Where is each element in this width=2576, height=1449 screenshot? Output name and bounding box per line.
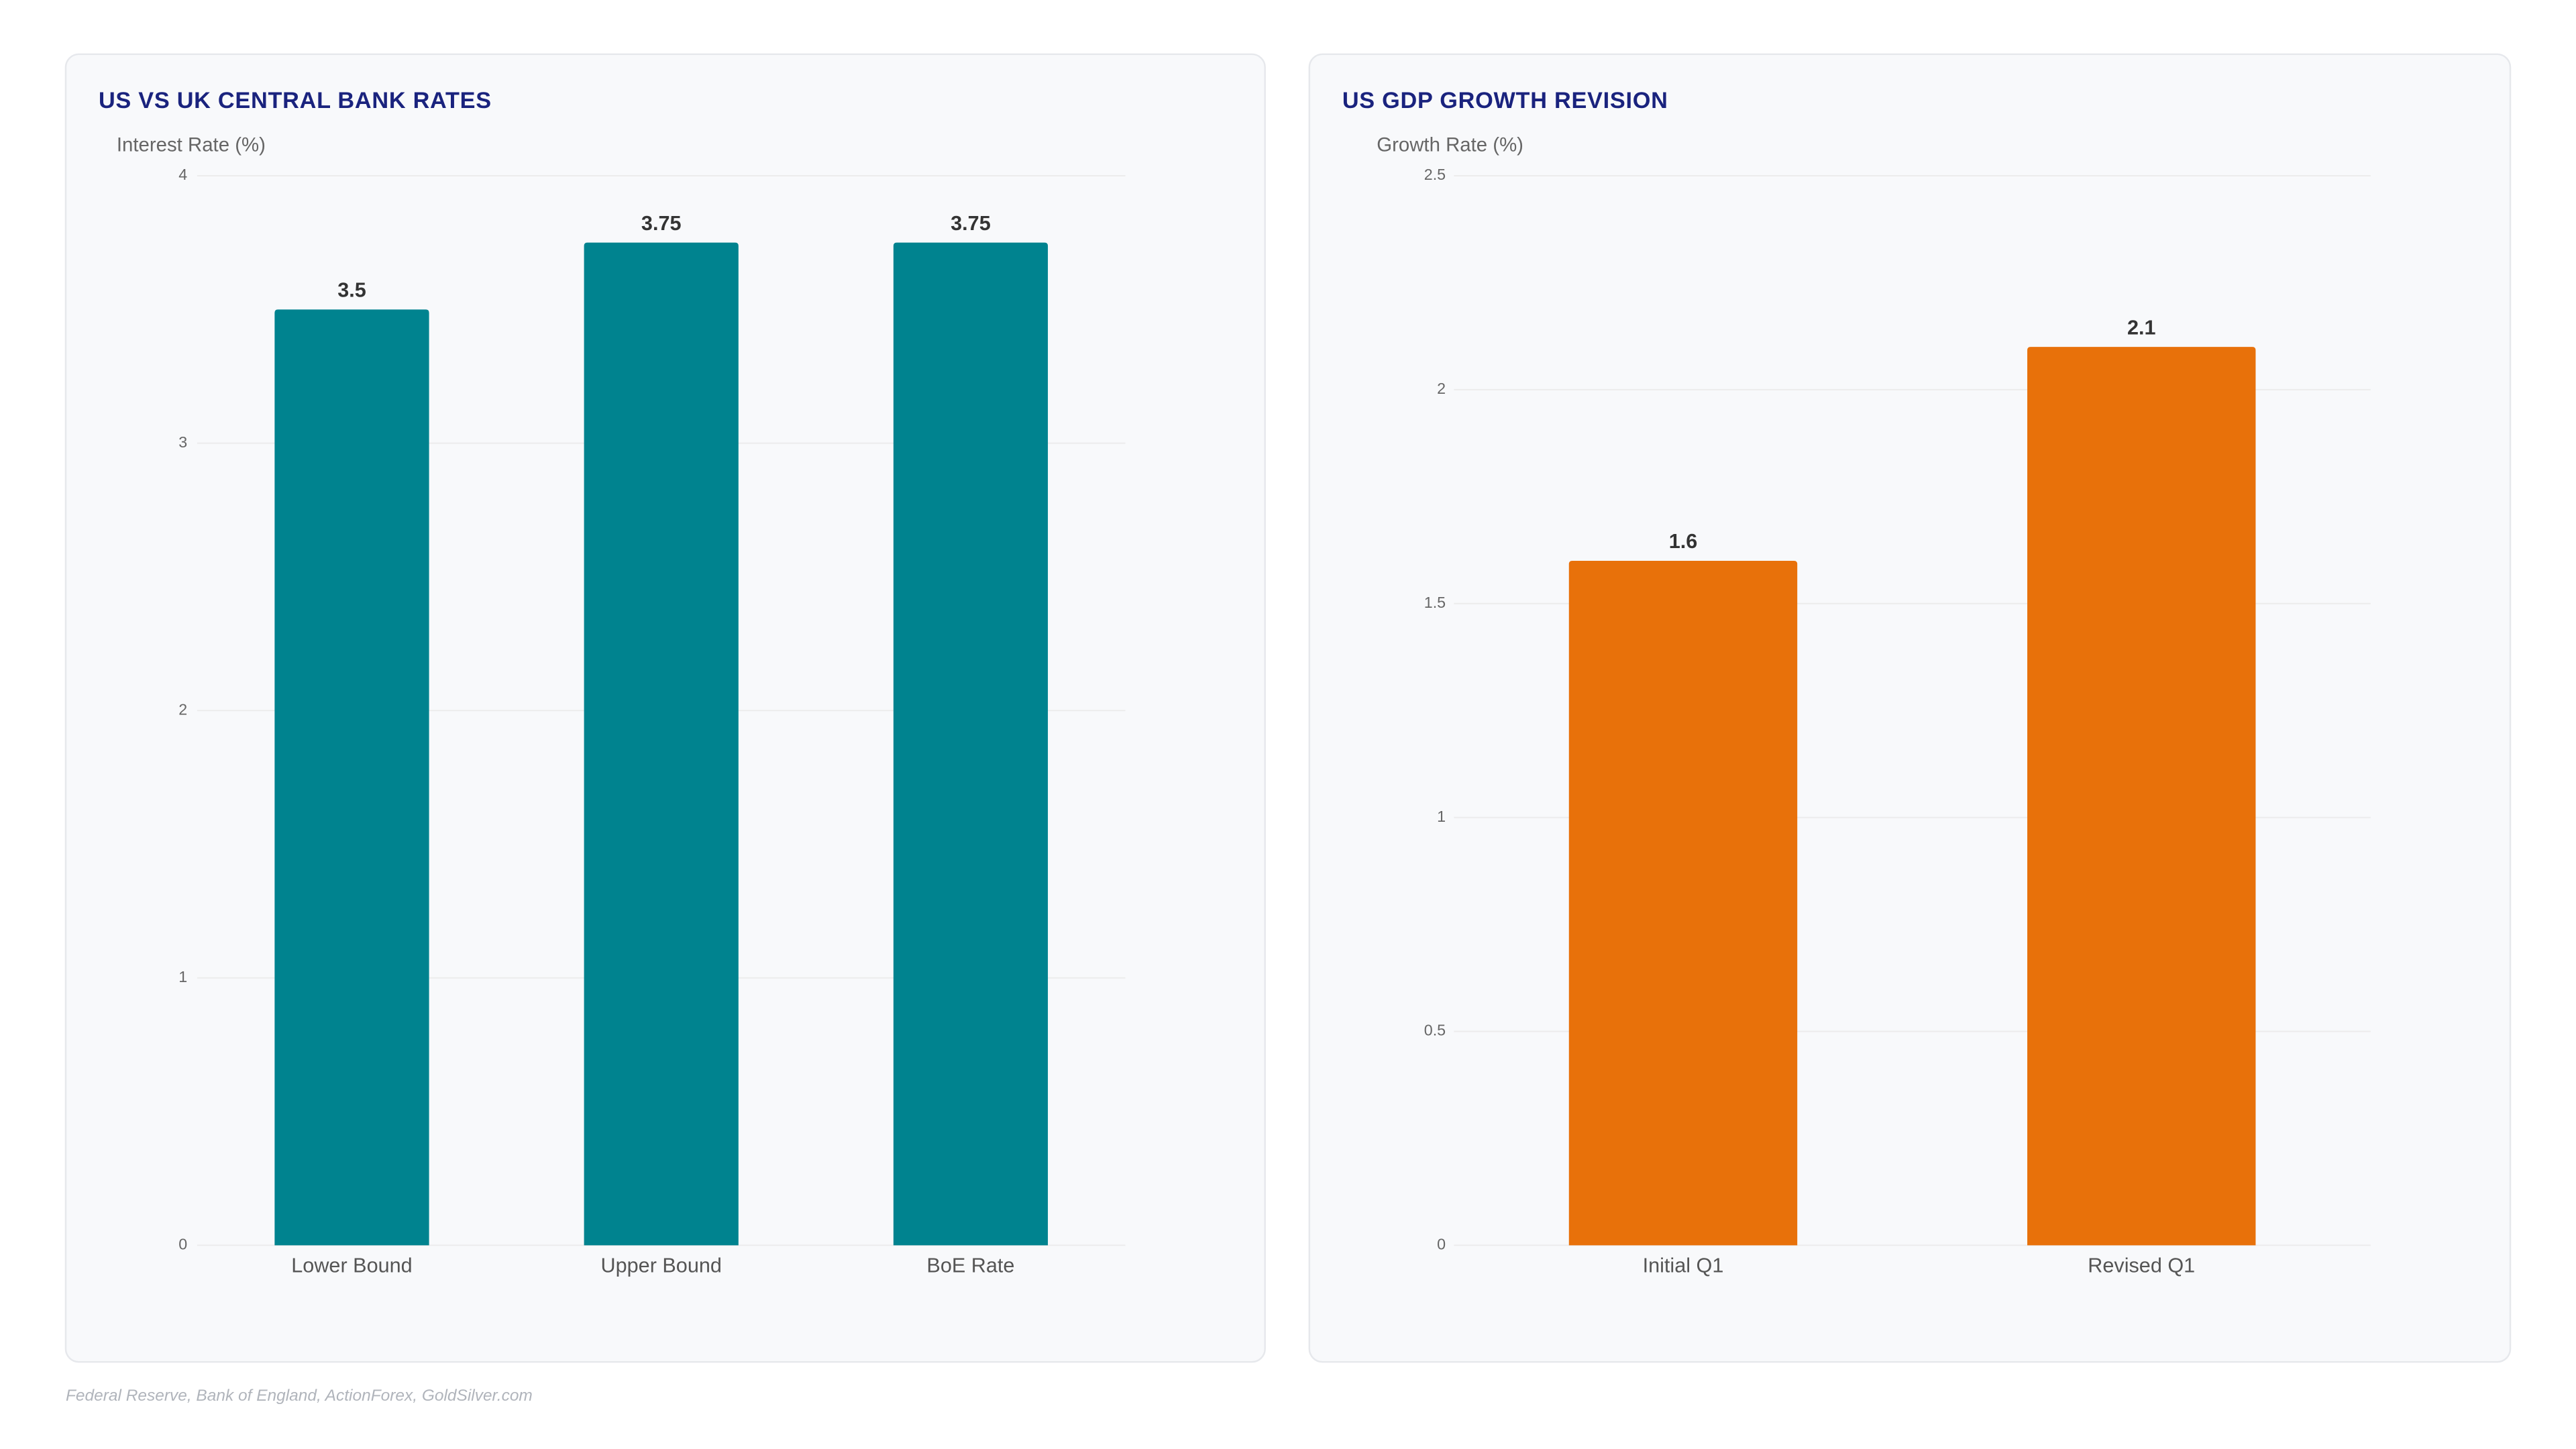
y-tick-label: 1 — [178, 968, 187, 985]
y-tick-label: 1.5 — [1424, 594, 1446, 611]
y-tick-label: 0 — [1437, 1235, 1446, 1252]
bar — [2027, 347, 2256, 1246]
x-tick-label: Initial Q1 — [1643, 1254, 1724, 1277]
y-tick-label: 0.5 — [1424, 1022, 1446, 1039]
source-note: Federal Reserve, Bank of England, Action… — [66, 1387, 533, 1405]
chart-title: US VS UK CENTRAL BANK RATES — [99, 88, 492, 113]
bar — [1568, 560, 1798, 1246]
bar — [274, 309, 429, 1246]
x-tick-label: Revised Q1 — [2088, 1254, 2195, 1277]
y-axis-label: Growth Rate (%) — [1377, 134, 1523, 156]
value-label: 2.1 — [2127, 316, 2156, 339]
x-tick-label: Upper Bound — [601, 1254, 722, 1277]
bar — [893, 242, 1049, 1246]
y-tick-label: 0 — [178, 1235, 187, 1252]
y-tick-label: 2 — [1437, 380, 1446, 397]
y-tick-label: 3 — [178, 433, 187, 451]
y-tick-label: 1 — [1437, 808, 1446, 825]
y-axis-label: Interest Rate (%) — [117, 134, 266, 156]
x-tick-label: BoE Rate — [926, 1254, 1014, 1277]
y-tick-label: 4 — [178, 166, 187, 183]
value-label: 3.75 — [641, 212, 682, 235]
x-tick-label: Lower Bound — [291, 1254, 412, 1277]
chart-title: US GDP GROWTH REVISION — [1342, 88, 1668, 113]
value-label: 3.75 — [951, 212, 991, 235]
value-label: 3.5 — [337, 278, 366, 301]
value-label: 1.6 — [1669, 530, 1698, 553]
y-tick-label: 2 — [178, 700, 187, 718]
panel — [1308, 53, 2512, 1363]
bar — [584, 242, 739, 1246]
y-tick-label: 2.5 — [1424, 166, 1446, 183]
